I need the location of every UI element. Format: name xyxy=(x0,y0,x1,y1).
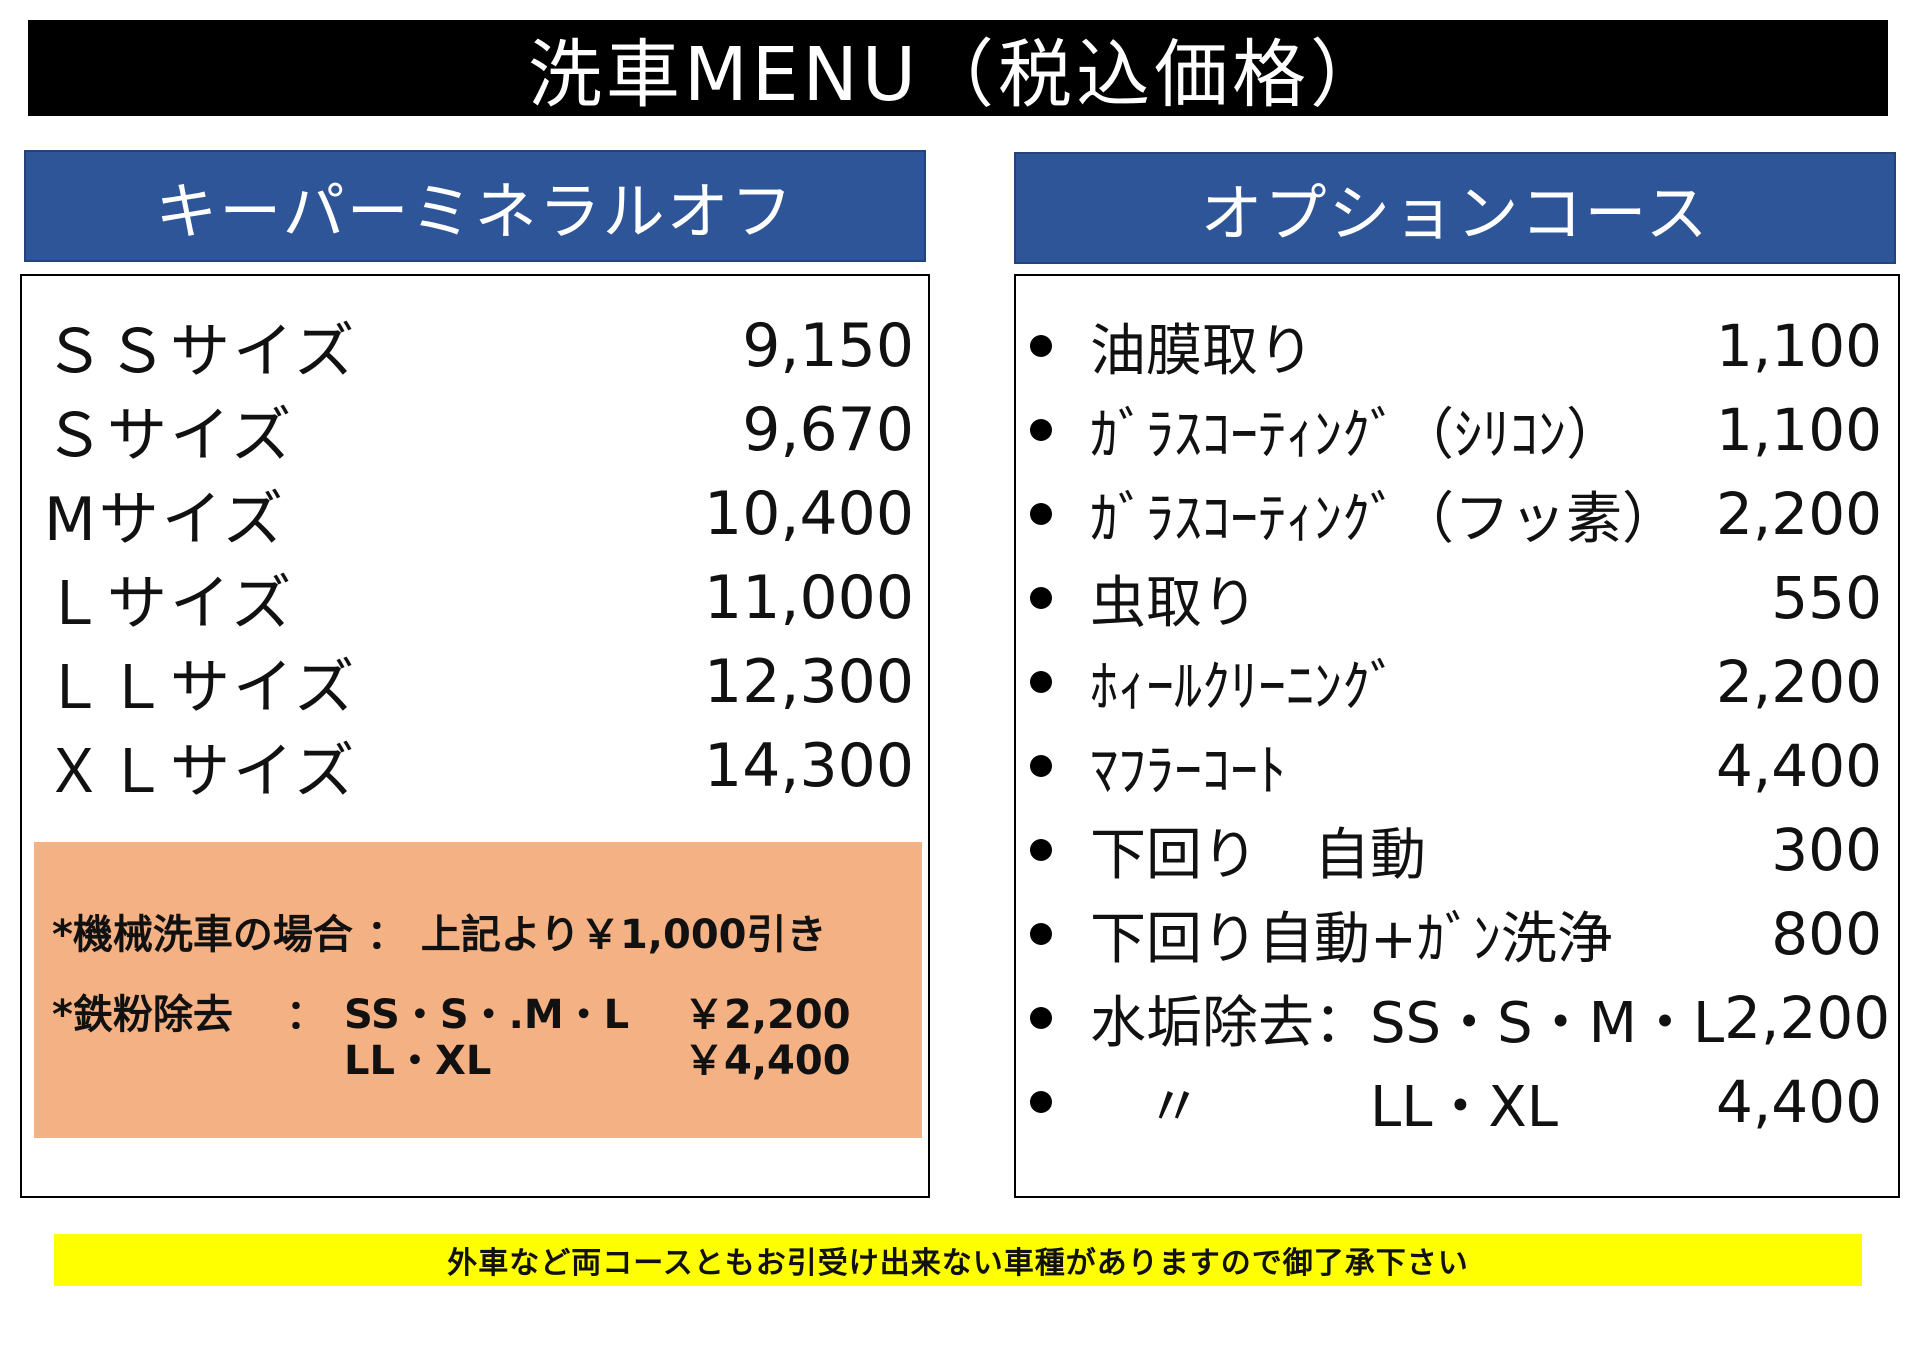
size-name: ＳＳサイズ xyxy=(44,316,358,387)
option-name: 水垢除去：SS・S・M・L xyxy=(1090,990,1725,1056)
notice-banner: 外車など両コースともお引受け出来ない車種がありますので御了承下さい xyxy=(54,1234,1862,1286)
option-course-header: オプションコース xyxy=(1014,152,1896,264)
size-price: 11,000 xyxy=(704,563,914,633)
option-price: 4,400 xyxy=(1715,732,1882,800)
size-row: Ｓサイズ 9,670 xyxy=(44,388,914,472)
option-price-panel: 油膜取り 1,100 ｶﾞﾗｽｺｰﾃｨﾝｸﾞ（ｼﾘｺﾝ） 1,100 ｶﾞﾗｽｺ… xyxy=(1014,274,1900,1198)
size-price: 12,300 xyxy=(704,647,914,717)
option-row: 虫取り 550 xyxy=(1024,556,1882,640)
bullet-icon xyxy=(1030,1007,1052,1029)
option-row: ﾎｨｰﾙｸﾘｰﾆﾝｸﾞ 2,200 xyxy=(1024,640,1882,724)
size-row: Ｌサイズ 11,000 xyxy=(44,556,914,640)
option-price: 2,200 xyxy=(1715,480,1882,548)
size-name: Ｌサイズ xyxy=(44,568,295,639)
size-row: ＳＳサイズ 9,150 xyxy=(44,304,914,388)
bullet-icon xyxy=(1030,587,1052,609)
discount-notes-box: *機械洗車の場合 ： 上記より￥1,000引き *鉄粉除去 ： SS・S・.M・… xyxy=(34,842,922,1138)
bullet-icon xyxy=(1030,1091,1052,1113)
bullet-icon xyxy=(1030,755,1052,777)
size-name: ＸＬサイズ xyxy=(44,736,358,807)
option-name: 油膜取り xyxy=(1090,318,1314,384)
iron-removal-small-sizes: SS・S・.M・L xyxy=(344,992,630,1038)
machine-wash-note: *機械洗車の場合 ： 上記より￥1,000引き xyxy=(52,912,827,958)
iron-removal-colon: ： xyxy=(286,992,326,1038)
option-row: ﾏﾌﾗｰｺｰﾄ 4,400 xyxy=(1024,724,1882,808)
option-row: 水垢除去：SS・S・M・L 2,200 xyxy=(1024,976,1890,1060)
bullet-icon xyxy=(1030,335,1052,357)
option-name: 〃 LL・XL xyxy=(1090,1074,1558,1140)
iron-removal-large-price: ￥4,400 xyxy=(684,1038,851,1084)
size-price: 14,300 xyxy=(704,731,914,801)
bullet-icon xyxy=(1030,671,1052,693)
option-name: ｶﾞﾗｽｺｰﾃｨﾝｸﾞ（フッ素） xyxy=(1090,486,1678,552)
option-name: ﾏﾌﾗｰｺｰﾄ xyxy=(1090,738,1286,804)
option-price: 1,100 xyxy=(1715,396,1882,464)
option-price: 2,200 xyxy=(1715,648,1882,716)
option-row: 下回り自動+ｶﾞﾝ洗浄 800 xyxy=(1024,892,1882,976)
size-name: Mサイズ xyxy=(44,484,286,555)
option-price: 2,200 xyxy=(1724,984,1891,1052)
option-name: ﾎｨｰﾙｸﾘｰﾆﾝｸﾞ xyxy=(1090,654,1398,720)
option-name: 虫取り xyxy=(1090,570,1258,636)
keeper-mineral-off-header: キーパーミネラルオフ xyxy=(24,150,926,262)
iron-removal-large-sizes: LL・XL xyxy=(344,1038,492,1084)
option-row: ｶﾞﾗｽｺｰﾃｨﾝｸﾞ（ｼﾘｺﾝ） 1,100 xyxy=(1024,388,1882,472)
option-name: ｶﾞﾗｽｺｰﾃｨﾝｸﾞ（ｼﾘｺﾝ） xyxy=(1090,402,1622,468)
size-row: ＬＬサイズ 12,300 xyxy=(44,640,914,724)
option-price: 1,100 xyxy=(1715,312,1882,380)
option-price: 800 xyxy=(1771,900,1882,968)
size-price: 9,670 xyxy=(742,395,914,465)
option-price: 550 xyxy=(1771,564,1882,632)
size-name: ＬＬサイズ xyxy=(44,652,358,723)
size-price: 9,150 xyxy=(742,311,914,381)
bullet-icon xyxy=(1030,419,1052,441)
size-name: Ｓサイズ xyxy=(44,400,295,471)
page-title: 洗車MENU（税込価格） xyxy=(28,20,1888,118)
option-row: 〃 LL・XL 4,400 xyxy=(1024,1060,1882,1144)
iron-removal-small-price: ￥2,200 xyxy=(684,992,851,1038)
bullet-icon xyxy=(1030,503,1052,525)
option-name: 下回り 自動 xyxy=(1090,822,1426,888)
option-price: 300 xyxy=(1771,816,1882,884)
iron-removal-label: *鉄粉除去 xyxy=(52,992,233,1038)
size-row: ＸＬサイズ 14,300 xyxy=(44,724,914,808)
option-name: 下回り自動+ｶﾞﾝ洗浄 xyxy=(1090,906,1613,972)
option-row: ｶﾞﾗｽｺｰﾃｨﾝｸﾞ（フッ素） 2,200 xyxy=(1024,472,1882,556)
bullet-icon xyxy=(1030,839,1052,861)
option-row: 油膜取り 1,100 xyxy=(1024,304,1882,388)
size-row: Mサイズ 10,400 xyxy=(44,472,914,556)
size-price: 10,400 xyxy=(704,479,914,549)
option-price: 4,400 xyxy=(1715,1068,1882,1136)
size-price-panel: ＳＳサイズ 9,150 Ｓサイズ 9,670 Mサイズ 10,400 Ｌサイズ … xyxy=(20,274,930,1198)
bullet-icon xyxy=(1030,923,1052,945)
option-row: 下回り 自動 300 xyxy=(1024,808,1882,892)
